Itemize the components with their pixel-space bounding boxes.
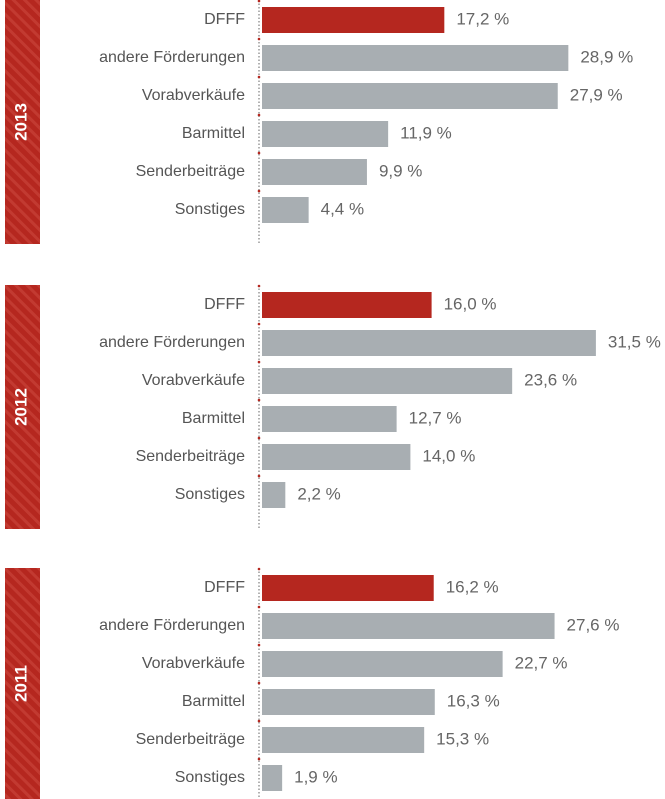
- category-label: andere Förderungen: [99, 334, 245, 351]
- bar: [262, 651, 503, 677]
- value-label: 16,3 %: [447, 691, 500, 710]
- separator-dot: [257, 75, 261, 79]
- separator-dot: [257, 436, 261, 440]
- value-label: 28,9 %: [580, 47, 633, 66]
- bar: [262, 330, 596, 356]
- category-label: Vorabverkäufe: [142, 87, 245, 104]
- value-label: 23,6 %: [524, 370, 577, 389]
- separator-dot: [257, 567, 261, 571]
- separator-dot: [257, 284, 261, 288]
- value-label: 14,0 %: [422, 446, 475, 465]
- category-label: Sonstiges: [175, 486, 245, 503]
- category-label: DFFF: [204, 579, 245, 596]
- bar: [262, 406, 397, 432]
- bar: [262, 368, 513, 394]
- year-band: [5, 0, 40, 244]
- separator-dot: [257, 322, 261, 326]
- value-label: 1,9 %: [294, 767, 337, 786]
- value-label: 17,2 %: [456, 9, 509, 28]
- value-label: 4,4 %: [321, 199, 364, 218]
- value-label: 2,2 %: [297, 484, 340, 503]
- category-label: Barmittel: [182, 410, 245, 427]
- separator-dot: [257, 0, 261, 3]
- value-label: 12,7 %: [409, 408, 462, 427]
- bar: [262, 613, 555, 639]
- value-label: 31,5 %: [608, 332, 661, 351]
- separator-dot: [257, 605, 261, 609]
- separator-dot: [257, 360, 261, 364]
- bar: [262, 197, 309, 223]
- separator-dot: [257, 189, 261, 193]
- category-label: Senderbeiträge: [136, 731, 246, 748]
- value-label: 9,9 %: [379, 161, 422, 180]
- value-label: 27,9 %: [570, 85, 623, 104]
- separator-dot: [257, 681, 261, 685]
- separator-dot: [257, 757, 261, 761]
- value-label: 27,6 %: [567, 615, 620, 634]
- bar: [262, 689, 435, 715]
- category-label: DFFF: [204, 296, 245, 313]
- value-label: 16,2 %: [446, 577, 499, 596]
- category-label: DFFF: [204, 11, 245, 28]
- year-label: 2011: [11, 665, 30, 702]
- bar: [262, 482, 286, 508]
- bar: [262, 45, 569, 71]
- separator-dot: [257, 37, 261, 41]
- value-label: 11,9 %: [400, 123, 452, 142]
- bar: [262, 292, 432, 318]
- value-label: 22,7 %: [515, 653, 568, 672]
- category-label: Sonstiges: [175, 201, 245, 218]
- separator-dot: [257, 719, 261, 723]
- category-label: Vorabverkäufe: [142, 655, 245, 672]
- bar: [262, 83, 558, 109]
- category-label: andere Förderungen: [99, 49, 245, 66]
- separator-dot: [257, 398, 261, 402]
- bar: [262, 159, 367, 185]
- value-label: 15,3 %: [436, 729, 489, 748]
- category-label: Senderbeiträge: [136, 448, 246, 465]
- separator-dot: [257, 113, 261, 117]
- year-label: 2012: [11, 388, 30, 426]
- category-label: Sonstiges: [175, 769, 245, 786]
- year-band: [5, 285, 40, 529]
- separator-dot: [257, 151, 261, 155]
- year-label: 2013: [11, 103, 30, 141]
- value-label: 16,0 %: [444, 294, 497, 313]
- category-label: Barmittel: [182, 693, 245, 710]
- bar: [262, 765, 283, 791]
- category-label: Barmittel: [182, 125, 245, 142]
- bar: [262, 121, 389, 147]
- bar: [262, 444, 411, 470]
- separator-dot: [257, 474, 261, 478]
- year-band: [5, 568, 40, 799]
- bar: [262, 7, 445, 33]
- separator-dot: [257, 643, 261, 647]
- bar: [262, 575, 434, 601]
- bar: [262, 727, 425, 753]
- category-label: andere Förderungen: [99, 617, 245, 634]
- category-label: Senderbeiträge: [136, 163, 246, 180]
- category-label: Vorabverkäufe: [142, 372, 245, 389]
